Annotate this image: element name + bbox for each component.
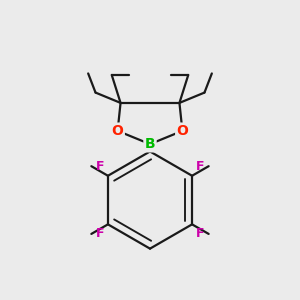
Text: F: F <box>96 227 104 240</box>
Text: O: O <box>176 124 188 138</box>
Text: B: B <box>145 137 155 151</box>
Text: F: F <box>196 227 204 240</box>
Text: F: F <box>96 160 104 173</box>
Text: O: O <box>112 124 124 138</box>
Text: F: F <box>196 160 204 173</box>
